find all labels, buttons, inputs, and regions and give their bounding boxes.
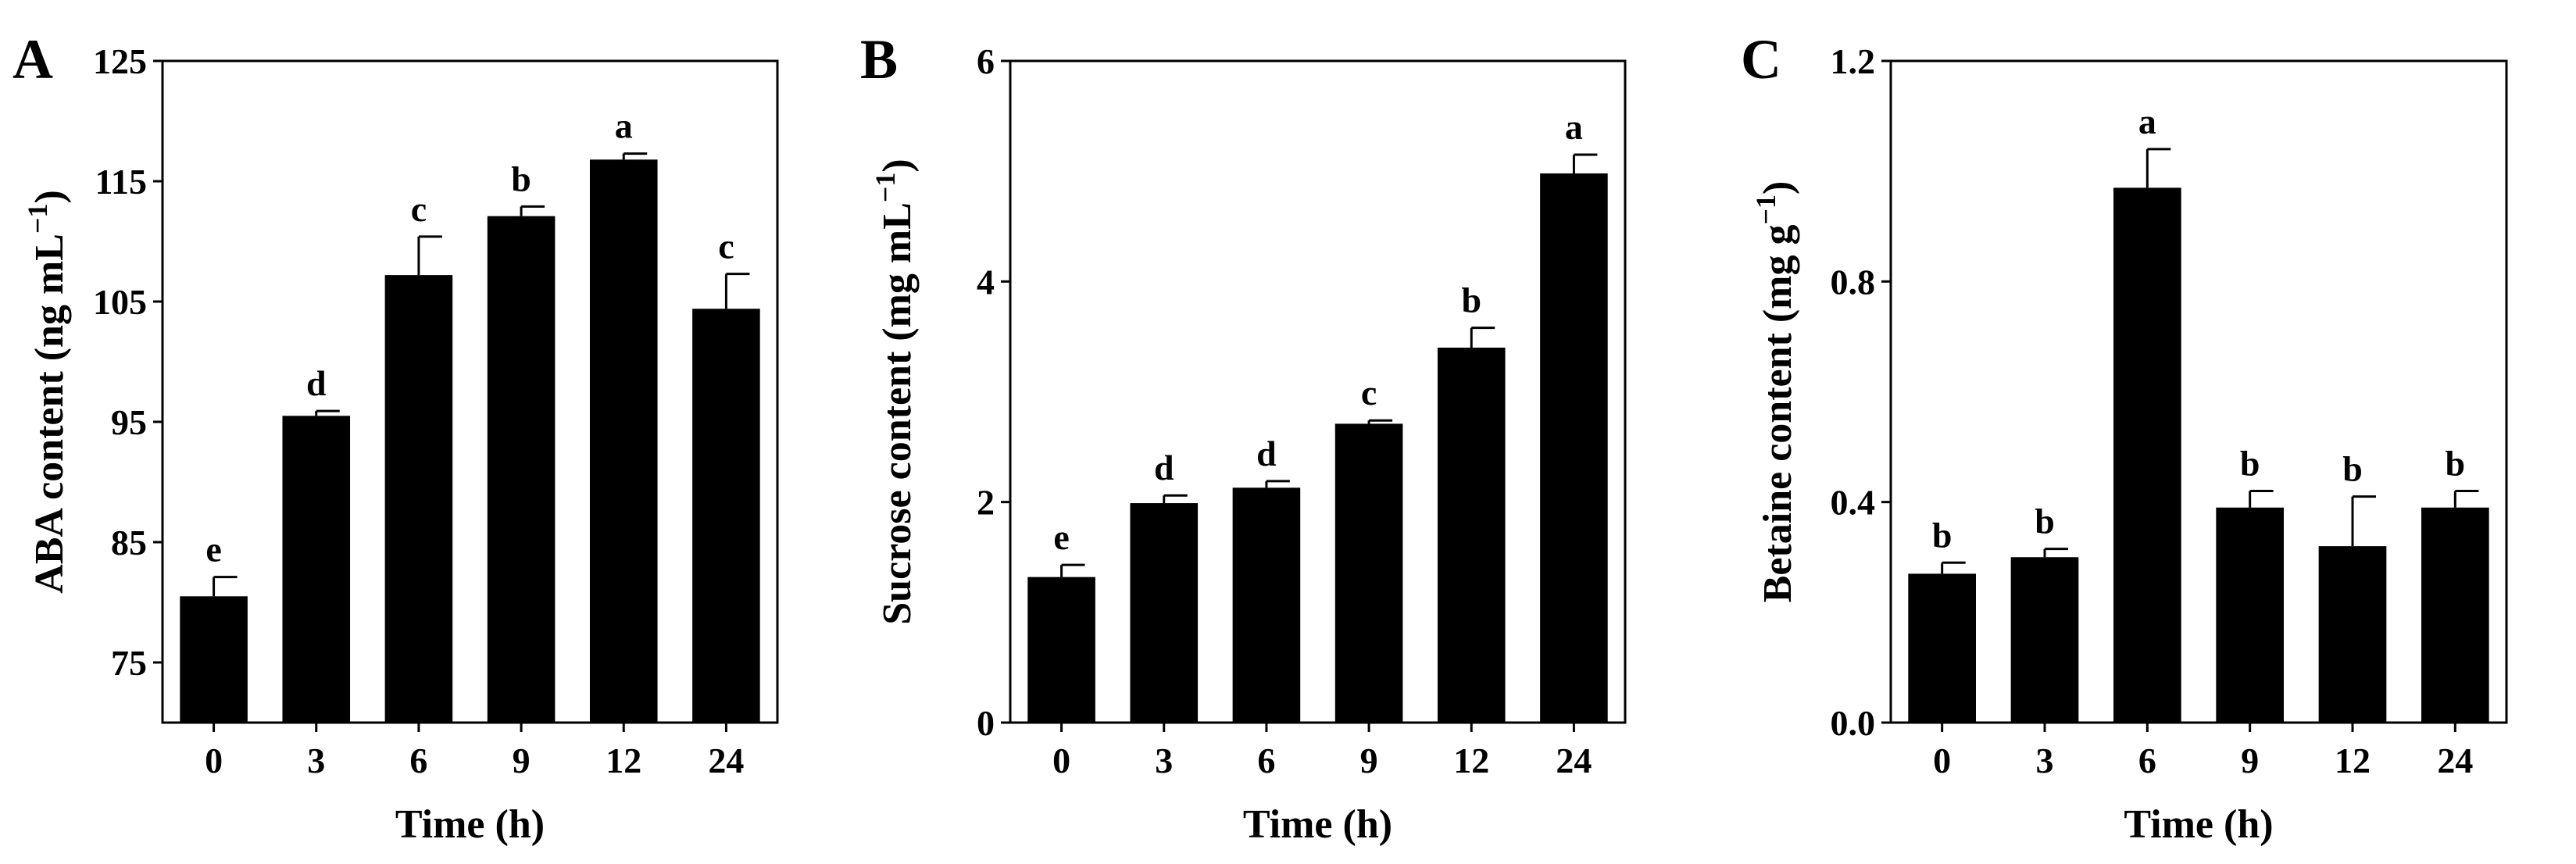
bar bbox=[1130, 503, 1199, 723]
x-tick-label: 12 bbox=[1453, 741, 1489, 780]
bar bbox=[2318, 546, 2387, 723]
x-tick-label: 0 bbox=[1052, 741, 1070, 780]
significance-label: b bbox=[1932, 515, 1953, 555]
bar bbox=[2010, 557, 2079, 723]
significance-label: a bbox=[2138, 102, 2156, 141]
bar bbox=[1334, 423, 1403, 723]
y-tick-label: 6 bbox=[977, 41, 995, 81]
y-axis-title-main: ABA content (ng mL bbox=[27, 234, 72, 594]
y-tick-label: 1.2 bbox=[1831, 41, 1876, 81]
x-tick-label: 3 bbox=[307, 741, 325, 780]
x-tick-label: 12 bbox=[2335, 741, 2371, 780]
y-tick-label: 95 bbox=[111, 402, 147, 442]
significance-label: e bbox=[205, 530, 221, 569]
x-axis-title: Time (h) bbox=[395, 802, 545, 847]
panel-c: Cb 0 b 3 a 6 b 9 b 12 b 24 0.0 0.4 0.8 1.2 Time (h) Betai… bbox=[1741, 28, 2508, 847]
bar bbox=[1540, 173, 1608, 723]
bar bbox=[1437, 348, 1506, 723]
x-tick-label: 6 bbox=[409, 741, 427, 780]
panel-letter: A bbox=[13, 28, 53, 91]
significance-label: c bbox=[718, 227, 734, 266]
x-axis-title: Time (h) bbox=[1243, 802, 1392, 847]
bar bbox=[692, 309, 760, 723]
significance-label: e bbox=[1053, 517, 1069, 557]
y-tick-label: 0 bbox=[977, 703, 995, 743]
y-tick-label: 75 bbox=[111, 643, 147, 683]
panel-a: Ae 0 d 3 c 6 b 9 a 12 c 24 75 85 95 105 115 125 Time (h) AB… bbox=[13, 28, 779, 847]
y-axis-title-superscript: −1 bbox=[22, 204, 53, 234]
significance-label: d bbox=[1256, 434, 1277, 473]
x-tick-label: 0 bbox=[1933, 741, 1951, 780]
x-tick-label: 9 bbox=[2241, 741, 2259, 780]
bar bbox=[2216, 507, 2285, 723]
y-tick-label: 2 bbox=[977, 483, 995, 523]
y-tick-label: 0.4 bbox=[1831, 483, 1876, 523]
x-tick-label: 6 bbox=[2138, 741, 2156, 780]
y-tick-label: 105 bbox=[93, 282, 147, 322]
y-axis-title-superscript: −1 bbox=[1750, 195, 1781, 225]
bar bbox=[282, 416, 351, 723]
x-tick-label: 9 bbox=[1360, 741, 1378, 780]
y-axis-title: Sucrose content (mg mL−1) bbox=[870, 159, 920, 625]
y-axis-title-close: ) bbox=[27, 190, 72, 203]
bar bbox=[384, 275, 453, 723]
plot-frame bbox=[1009, 59, 1627, 724]
x-tick-label: 0 bbox=[205, 741, 223, 780]
significance-label: b bbox=[2446, 444, 2466, 484]
plot-frame bbox=[161, 59, 779, 724]
panel-letter: B bbox=[860, 28, 898, 91]
significance-label: c bbox=[1361, 373, 1377, 412]
panel-letter: C bbox=[1741, 28, 1781, 91]
x-tick-label: 3 bbox=[1155, 741, 1173, 780]
significance-label: b bbox=[2035, 502, 2055, 541]
y-axis-title-main: Betaine content (mg g bbox=[1756, 225, 1800, 603]
bar bbox=[1232, 487, 1301, 723]
bar bbox=[2421, 507, 2489, 723]
y-axis-title-main: Sucrose content (mg mL bbox=[875, 202, 920, 625]
x-tick-label: 12 bbox=[606, 741, 641, 780]
y-axis-title-close: ) bbox=[1756, 181, 1800, 195]
x-axis-title: Time (h) bbox=[2124, 802, 2273, 847]
y-axis-title: Betaine content (mg g−1) bbox=[1750, 181, 1800, 603]
y-axis-title-superscript: −1 bbox=[870, 173, 901, 203]
y-tick-label: 4 bbox=[977, 262, 995, 302]
significance-label: b bbox=[1461, 280, 1481, 320]
bar bbox=[487, 216, 556, 723]
x-tick-label: 24 bbox=[1556, 741, 1592, 780]
x-tick-label: 24 bbox=[708, 741, 744, 780]
plot-frame bbox=[1889, 59, 2508, 724]
bar bbox=[180, 596, 248, 723]
significance-label: b bbox=[2342, 449, 2363, 489]
y-tick-label: 125 bbox=[93, 41, 147, 81]
x-tick-label: 24 bbox=[2437, 741, 2473, 780]
bar bbox=[1908, 573, 1977, 723]
y-tick-label: 0.0 bbox=[1831, 703, 1876, 743]
x-tick-label: 9 bbox=[513, 741, 531, 780]
y-axis-title-close: ) bbox=[875, 159, 920, 172]
significance-label: b bbox=[2240, 444, 2260, 484]
significance-label: d bbox=[1154, 448, 1174, 487]
significance-label: a bbox=[1565, 107, 1583, 147]
significance-label: d bbox=[306, 363, 327, 403]
x-tick-label: 3 bbox=[2036, 741, 2054, 780]
y-tick-label: 115 bbox=[95, 162, 147, 202]
bar bbox=[589, 159, 658, 723]
y-tick-label: 0.8 bbox=[1831, 262, 1876, 302]
significance-label: c bbox=[411, 189, 427, 229]
significance-label: b bbox=[511, 159, 531, 198]
y-tick-label: 85 bbox=[111, 523, 147, 562]
bar bbox=[1027, 577, 1095, 723]
y-axis-title: ABA content (ng mL−1) bbox=[22, 190, 72, 594]
bar bbox=[2113, 187, 2181, 723]
significance-label: a bbox=[615, 106, 633, 146]
x-tick-label: 6 bbox=[1257, 741, 1275, 780]
